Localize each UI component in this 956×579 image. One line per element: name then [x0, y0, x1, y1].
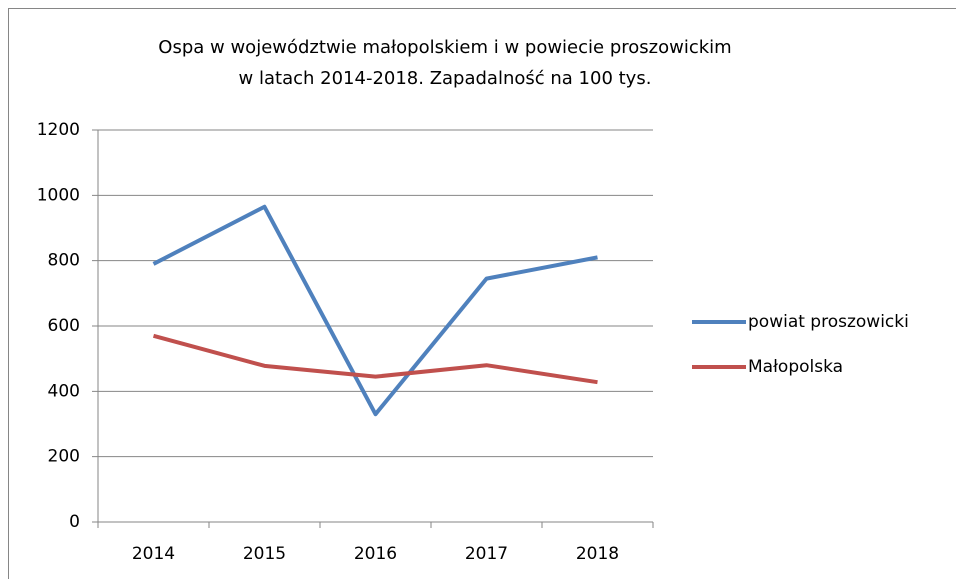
- y-tick-label: 1000: [37, 185, 80, 205]
- x-tick-label: 2018: [576, 544, 619, 564]
- series-line: [152, 333, 598, 385]
- y-tick-label: 600: [48, 316, 80, 336]
- y-tick-label: 0: [69, 512, 80, 532]
- y-tick-label: 400: [48, 381, 80, 401]
- x-tick-label: 2016: [354, 544, 397, 564]
- legend-label: powiat proszowicki: [748, 312, 909, 332]
- y-tick-label: 200: [48, 447, 80, 467]
- chart-title: w latach 2014-2018. Zapadalność na 100 t…: [239, 68, 652, 89]
- chart-frame: [8, 8, 956, 579]
- legend-label: Małopolska: [748, 357, 843, 377]
- x-tick-label: 2017: [465, 544, 508, 564]
- series-line: [152, 204, 598, 417]
- y-tick-label: 800: [48, 251, 80, 271]
- x-tick-label: 2015: [243, 544, 286, 564]
- y-tick-label: 1200: [37, 120, 80, 140]
- chart-title: Ospa w województwie małopolskiem i w pow…: [158, 37, 731, 58]
- x-tick-label: 2014: [132, 544, 175, 564]
